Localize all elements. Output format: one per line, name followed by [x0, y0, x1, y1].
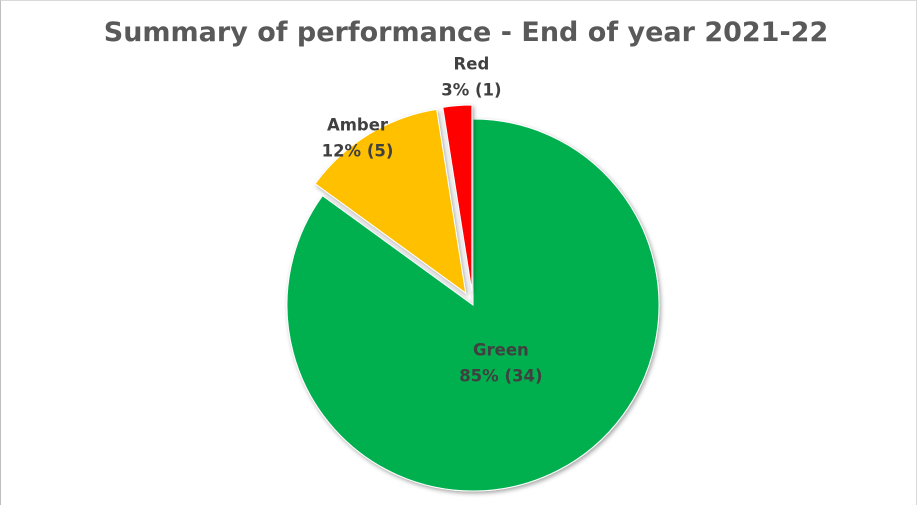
slice-label-red-value: 3% (1) — [441, 81, 501, 100]
pie-slices — [286, 104, 660, 492]
slice-label-amber-name: Amber — [327, 115, 389, 134]
slice-labels: Green 85% (34) Amber 12% (5) Red 3% (1) — [322, 55, 543, 386]
slice-label-green-value: 85% (34) — [459, 367, 542, 386]
pie-slice-amber — [314, 108, 467, 295]
pie-slice-green — [286, 118, 660, 492]
chart-title: Summary of performance - End of year 202… — [104, 17, 829, 48]
slice-label-red-name: Red — [454, 55, 490, 74]
slice-label-green-name: Green — [473, 341, 529, 360]
pie-slice-red — [442, 104, 473, 292]
slice-label-amber-value: 12% (5) — [322, 141, 394, 160]
